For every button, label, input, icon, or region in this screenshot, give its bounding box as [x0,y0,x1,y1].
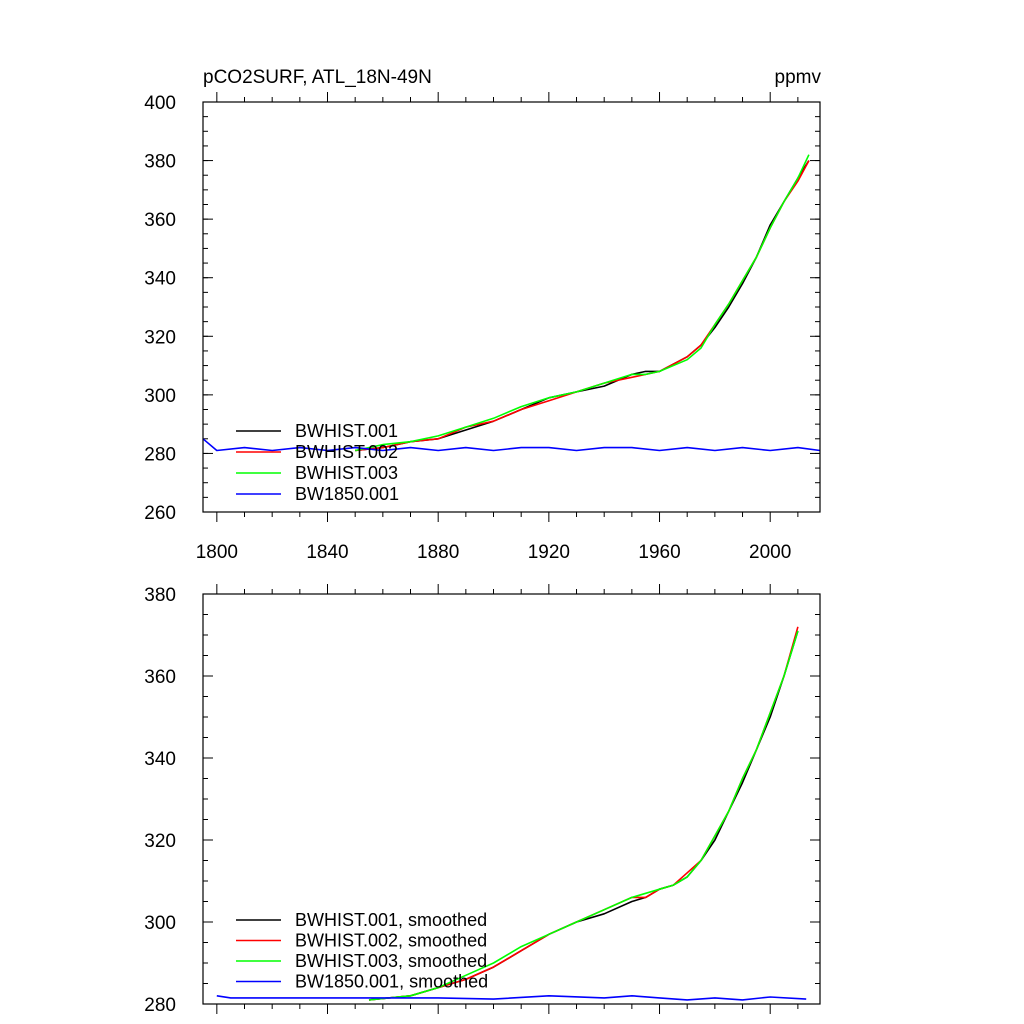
series-line-bwhist-002 [355,160,810,452]
bottom-chart-y-tick-labels: 280 300 320 340 360 380 [144,585,176,1016]
legend-label: BWHIST.002 [295,442,398,462]
legend-label: BWHIST.001, smoothed [295,910,487,930]
series-line-bwhist-003-smoothed [368,630,799,1001]
top-chart-frame [202,101,821,513]
x-tick-label: 1800 [196,542,238,563]
top-chart-panel: pCO2SURF, ATL_18N-49N ppmv 260 280 300 320 3… [144,67,821,563]
y-tick-label: 260 [144,503,176,524]
x-tick-label: 1960 [638,542,680,563]
bottom-chart-series-lines [216,626,807,1001]
y-tick-label: 280 [144,444,176,465]
y-tick-label: 340 [144,749,176,770]
legend-label: BW1850.001, smoothed [295,972,488,992]
chart-units: ppmv [775,67,822,88]
x-tick-label: 1880 [417,542,459,563]
y-tick-label: 400 [144,93,176,114]
y-tick-label: 320 [144,831,176,852]
top-chart-series-lines [202,154,821,452]
y-tick-label: 340 [144,269,176,290]
x-tick-label: 2000 [749,542,791,563]
legend-label: BW1850.001 [295,484,399,504]
series-line-bw1850-001-smoothed [216,994,807,1001]
legend-label: BWHIST.003, smoothed [295,951,487,971]
y-tick-label: 380 [144,585,176,606]
top-chart-x-tick-labels: 1800 1840 1880 1920 1960 2000 [196,542,792,563]
y-tick-label: 360 [144,210,176,231]
top-chart-ticks [203,92,820,522]
chart-title: pCO2SURF, ATL_18N-49N [203,67,432,88]
legend-label: BWHIST.002, smoothed [295,931,487,951]
y-tick-label: 300 [144,913,176,934]
x-tick-label: 1840 [306,542,348,563]
legend-label: BWHIST.003 [295,463,398,483]
legend-label: BWHIST.001 [295,421,398,441]
bottom-chart-frame [202,593,821,1005]
series-line-bwhist-003 [355,154,810,452]
series-line-bw1850-001 [202,438,821,452]
y-tick-label: 320 [144,327,176,348]
y-tick-label: 300 [144,386,176,407]
y-tick-label: 380 [144,152,176,173]
series-line-bwhist-001 [355,160,810,452]
y-tick-label: 360 [144,667,176,688]
x-tick-label: 1920 [528,542,570,563]
top-chart-y-tick-labels: 260 280 300 320 340 360 380 400 [144,93,176,524]
y-tick-label: 280 [144,995,176,1016]
